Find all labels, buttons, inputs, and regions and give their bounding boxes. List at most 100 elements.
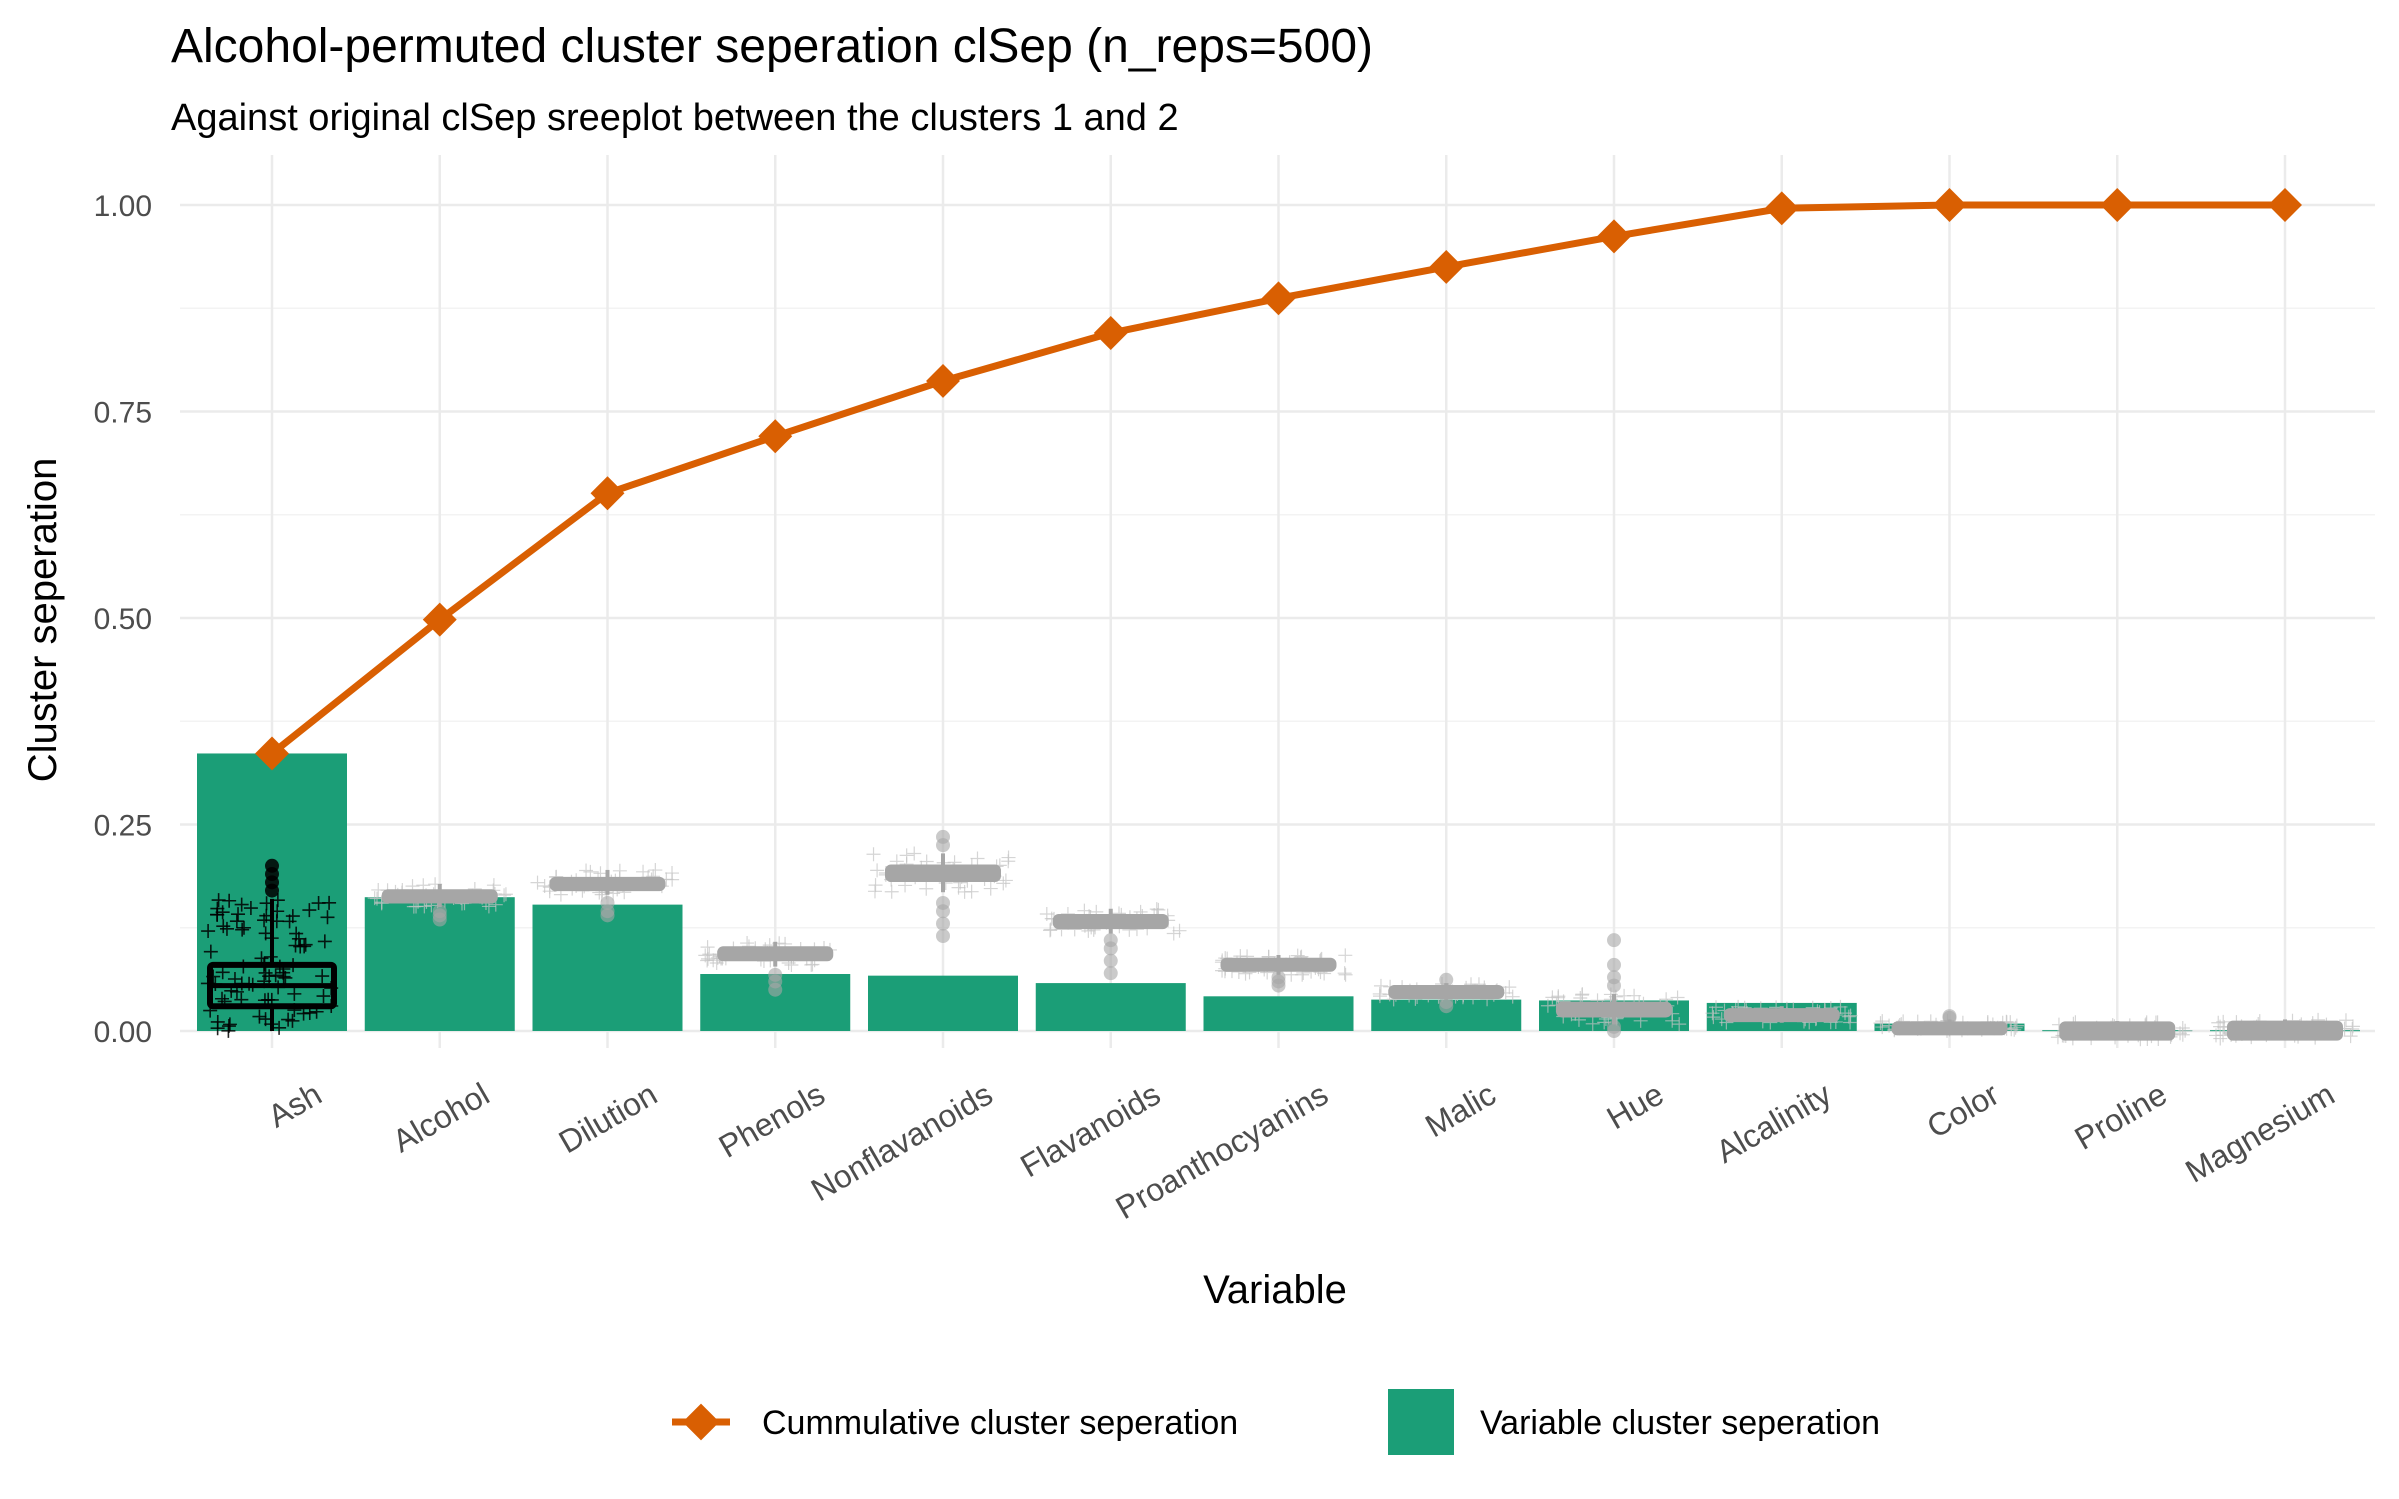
- jitter-point: [243, 901, 258, 916]
- jitter-point: [229, 914, 244, 929]
- x-tick-label: Flavanoids: [1014, 1076, 1166, 1185]
- jitter-point: [258, 965, 273, 980]
- jitter-point: [866, 847, 881, 862]
- jitter-point: [907, 846, 922, 861]
- cumulative-point-malic: [1429, 249, 1464, 284]
- jitter-point: [1875, 1020, 1890, 1035]
- outlier-point: [432, 904, 447, 919]
- jitter-point: [1672, 1017, 1687, 1032]
- boxplot-magnesium: [2209, 1012, 2360, 1046]
- jitter-point: [1505, 989, 1520, 1004]
- jitter-point: [1617, 988, 1632, 1003]
- jitter-point: [272, 1020, 287, 1035]
- jitter-point: [579, 863, 594, 878]
- x-tick-label: Color: [1921, 1075, 2006, 1145]
- boxplot-alcalinity: [1705, 999, 1858, 1030]
- cumulative-point-proanthocyanins: [1261, 281, 1296, 316]
- outlier-point: [1103, 933, 1118, 948]
- cumulative-point-hue: [1597, 219, 1631, 254]
- jitter-point: [219, 921, 234, 936]
- jitter-point: [235, 922, 250, 937]
- outlier-point: [1607, 933, 1621, 948]
- x-axis-title: Variable: [1203, 1268, 1347, 1312]
- jitter-point: [291, 931, 306, 946]
- boxplot-phenols: [698, 936, 837, 997]
- x-tick-label: Alcohol: [386, 1076, 495, 1160]
- outlier-point: [1271, 970, 1286, 985]
- x-tick-label: Hue: [1601, 1076, 1670, 1137]
- jitter-point: [282, 914, 297, 929]
- y-tick-label: 0.75: [94, 397, 152, 430]
- jitter-point: [2345, 1021, 2360, 1036]
- jitter-point: [2338, 1013, 2353, 1028]
- x-tick-label: Nonflavanoids: [805, 1076, 999, 1209]
- outlier-point: [1439, 972, 1454, 987]
- jitter-point: [1166, 926, 1181, 941]
- boxplot-color: [1873, 1009, 2024, 1038]
- cumulative-point-ash: [255, 736, 289, 771]
- cumulative-point-alcohol: [422, 602, 457, 637]
- jitter-point: [1575, 987, 1590, 1002]
- jitter-point: [311, 896, 326, 911]
- jitter-point: [201, 924, 216, 939]
- jitter-point: [1708, 1000, 1723, 1015]
- jitter-point: [1372, 989, 1387, 1004]
- jitter-point: [2008, 1020, 2023, 1035]
- legend: Cummulative cluster seperation Variable …: [672, 1389, 1880, 1455]
- cumulative-point-proline: [2100, 188, 2135, 222]
- jitter-point: [497, 888, 512, 903]
- jitter-point: [530, 875, 545, 890]
- legend-diamond-swatch: [682, 1403, 720, 1441]
- outlier-point: [1103, 966, 1118, 981]
- jitter-point: [222, 1017, 237, 1032]
- jitter-point: [315, 969, 330, 984]
- jitter-point: [2216, 1014, 2231, 1029]
- jitter-point: [1373, 978, 1388, 993]
- jitter-point: [287, 986, 302, 1001]
- cumulative-point-nonflavanoids: [926, 363, 960, 398]
- x-tick-label: Ash: [262, 1076, 328, 1135]
- chart-title: Alcohol-permuted cluster seperation clSe…: [171, 20, 1373, 73]
- y-axis-ticks: 0.00 0.25 0.50 0.75 1.00: [94, 190, 152, 1049]
- outlier-point: [936, 929, 950, 944]
- jitter-point: [2003, 1015, 2018, 1030]
- boxplot-alcohol: [367, 877, 513, 927]
- jitter-point: [1149, 902, 1164, 917]
- outlier-point: [936, 895, 950, 910]
- jitter-point: [1705, 1006, 1720, 1021]
- legend-label-cumulative: Cummulative cluster seperation: [762, 1404, 1238, 1442]
- jitter-point: [316, 989, 331, 1004]
- cumulative-point-alcalinity: [1764, 191, 1799, 226]
- cumulative-point-color: [1932, 188, 1967, 222]
- jitter-point: [2345, 1019, 2360, 1034]
- cumulative-point-phenols: [758, 419, 793, 454]
- jitter-point: [268, 968, 283, 983]
- cumulative-point-dilution: [590, 476, 625, 511]
- cumulative-line: [255, 188, 2302, 771]
- jitter-point: [1540, 998, 1555, 1013]
- boxplot-ash: [200, 858, 339, 1038]
- jitter-point: [210, 1014, 225, 1029]
- jitter-point: [964, 884, 979, 899]
- boxplot-flavanoids: [1039, 902, 1187, 981]
- jitter-point: [2009, 1018, 2024, 1033]
- jitter-point: [996, 876, 1011, 891]
- jitter-point: [1502, 980, 1517, 995]
- jitter-point: [1833, 999, 1848, 1014]
- jitter-point: [970, 851, 985, 866]
- y-tick-label: 0.25: [94, 810, 152, 843]
- jitter-point: [317, 934, 332, 949]
- jitter-point: [951, 880, 966, 895]
- jitter-point: [281, 1012, 296, 1027]
- jitter-point: [648, 863, 663, 878]
- jitter-point: [210, 907, 225, 922]
- x-tick-label: Dilution: [553, 1076, 663, 1161]
- boxplot-proline: [2050, 1015, 2193, 1047]
- jitter-point: [867, 884, 882, 899]
- jitter-point: [1172, 923, 1187, 938]
- outlier-point: [936, 916, 950, 931]
- jitter-point: [884, 884, 899, 899]
- jitter-point: [2213, 1031, 2228, 1046]
- x-tick-label: Alcalinity: [1710, 1076, 1837, 1170]
- jitter-point: [1043, 923, 1058, 938]
